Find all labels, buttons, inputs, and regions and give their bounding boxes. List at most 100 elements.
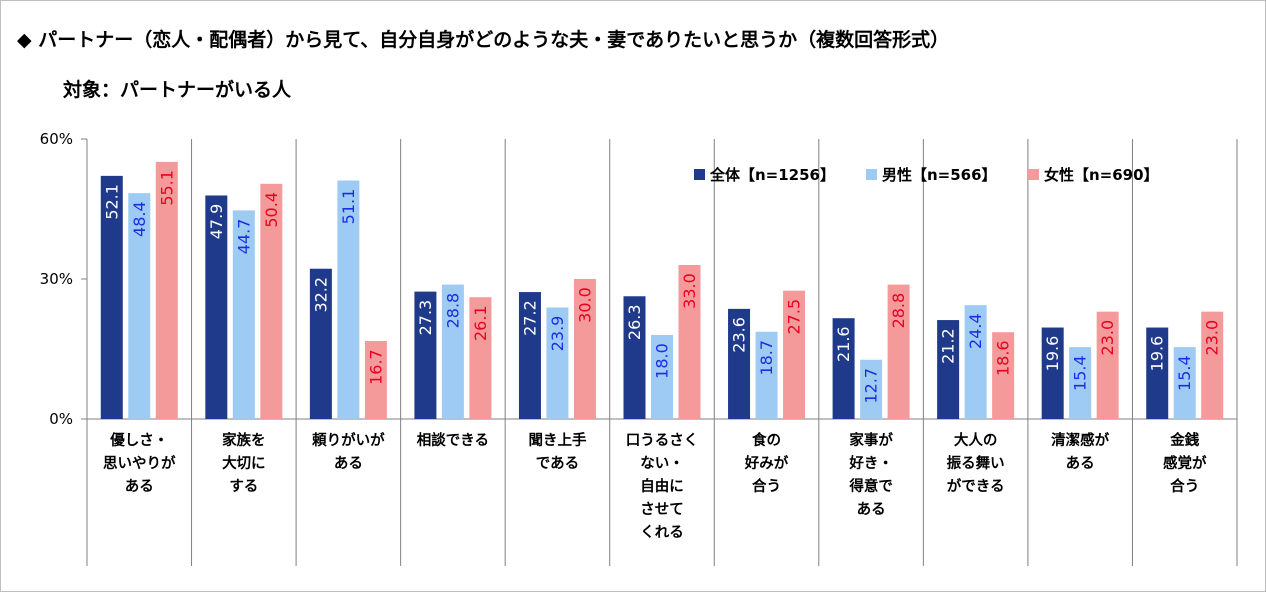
category-label: 食の bbox=[752, 431, 781, 449]
bar bbox=[678, 265, 701, 419]
category-label: 聞き上手 bbox=[528, 431, 586, 449]
category-label: 好みが bbox=[744, 454, 789, 472]
category-label: 感覚が bbox=[1163, 454, 1207, 472]
bar bbox=[364, 341, 387, 419]
data-label: 27.5 bbox=[785, 299, 804, 335]
category-label: ある bbox=[334, 455, 363, 472]
bar bbox=[651, 335, 673, 419]
bar bbox=[518, 292, 541, 419]
data-label: 30.0 bbox=[575, 287, 594, 323]
data-label: 15.4 bbox=[1175, 355, 1194, 391]
data-label: 12.7 bbox=[862, 368, 881, 404]
bar bbox=[155, 161, 178, 419]
category-label: ある bbox=[857, 501, 886, 518]
bar bbox=[128, 193, 151, 419]
bar bbox=[1041, 327, 1064, 419]
data-label: 23.0 bbox=[1098, 320, 1117, 356]
bar bbox=[100, 175, 123, 419]
bar bbox=[205, 195, 228, 419]
data-label: 48.4 bbox=[130, 201, 149, 237]
data-label: 26.1 bbox=[471, 305, 490, 341]
chart-subtitle: 対象：パートナーがいる人 bbox=[63, 79, 292, 101]
category-label: 大人の bbox=[954, 431, 998, 449]
y-tick-label: 0% bbox=[49, 410, 73, 428]
bar bbox=[728, 308, 751, 419]
bar bbox=[469, 297, 492, 419]
bar bbox=[1173, 347, 1196, 419]
data-label: 19.6 bbox=[1043, 336, 1062, 372]
bar bbox=[546, 307, 569, 419]
data-label: 28.8 bbox=[443, 293, 462, 329]
category-label: 優しさ・ bbox=[109, 431, 168, 449]
legend-swatch bbox=[866, 169, 877, 180]
bar bbox=[1069, 347, 1092, 419]
data-label: 18.6 bbox=[994, 340, 1013, 376]
legend-label: 男性【n=566】 bbox=[882, 166, 997, 184]
data-label: 16.7 bbox=[366, 349, 385, 385]
bar bbox=[573, 279, 596, 419]
data-label: 28.8 bbox=[889, 293, 908, 329]
data-label: 23.6 bbox=[730, 317, 749, 353]
legend-swatch bbox=[694, 169, 705, 180]
data-label: 21.2 bbox=[939, 328, 958, 364]
category-label: 振る舞い bbox=[947, 454, 1005, 472]
bar bbox=[992, 332, 1015, 419]
data-label: 23.9 bbox=[548, 316, 567, 352]
data-label: 21.6 bbox=[834, 326, 853, 362]
category-label: ある bbox=[1066, 455, 1095, 472]
category-label: 合う bbox=[1169, 477, 1199, 495]
category-label: 家事が bbox=[849, 431, 893, 449]
bar bbox=[337, 180, 360, 419]
category-label: ない・ bbox=[640, 455, 684, 472]
data-label: 18.0 bbox=[653, 343, 672, 379]
data-label: 27.3 bbox=[416, 300, 435, 336]
category-label: くれる bbox=[640, 524, 684, 541]
category-label: 合う bbox=[751, 477, 781, 495]
bar bbox=[623, 296, 646, 419]
bar bbox=[783, 290, 806, 419]
data-label: 55.1 bbox=[157, 170, 176, 206]
bar bbox=[860, 359, 883, 419]
category-label: する bbox=[229, 478, 258, 495]
bar bbox=[937, 320, 960, 419]
category-label: 金銭 bbox=[1169, 431, 1199, 449]
data-label: 47.9 bbox=[207, 204, 226, 240]
category-label: 自由に bbox=[640, 477, 684, 495]
legend-swatch bbox=[1028, 169, 1039, 180]
category-label: 頼りがいが bbox=[312, 431, 385, 449]
category-label: 清潔感が bbox=[1051, 431, 1109, 449]
bar bbox=[260, 183, 283, 419]
bar bbox=[414, 291, 437, 419]
data-label: 15.4 bbox=[1071, 355, 1090, 391]
data-label: 26.3 bbox=[625, 304, 644, 340]
data-label: 18.7 bbox=[757, 340, 776, 376]
chart-title: ◆ パートナー（恋人・配偶者）から見て、自分自身がどのような夫・妻でありたいと思… bbox=[17, 29, 950, 51]
data-label: 24.4 bbox=[966, 313, 985, 349]
category-label: ある bbox=[125, 478, 154, 495]
data-label: 33.0 bbox=[680, 273, 699, 309]
data-label: 23.0 bbox=[1203, 320, 1222, 356]
category-label: 口うるさく bbox=[626, 432, 699, 449]
bar bbox=[964, 305, 987, 419]
data-label: 27.2 bbox=[520, 300, 539, 336]
category-label: 家族を bbox=[222, 431, 266, 449]
category-label: 思いやりが bbox=[103, 454, 176, 472]
bar bbox=[832, 318, 855, 419]
data-label: 51.1 bbox=[339, 189, 358, 225]
bar bbox=[309, 268, 332, 419]
y-tick-label: 60% bbox=[40, 130, 73, 148]
category-label: 相談できる bbox=[417, 431, 489, 449]
category-label: させて bbox=[640, 501, 684, 518]
bar bbox=[887, 284, 910, 419]
category-label: 好き・ bbox=[848, 454, 893, 472]
category-label: である bbox=[536, 455, 579, 472]
y-tick-label: 30% bbox=[40, 270, 73, 288]
data-label: 44.7 bbox=[234, 219, 253, 255]
legend-label: 女性【n=690】 bbox=[1044, 166, 1159, 184]
data-label: 19.6 bbox=[1148, 336, 1167, 372]
bar bbox=[441, 284, 464, 419]
data-label: 32.2 bbox=[311, 277, 330, 313]
legend-label: 全体【n=1256】 bbox=[709, 166, 835, 184]
